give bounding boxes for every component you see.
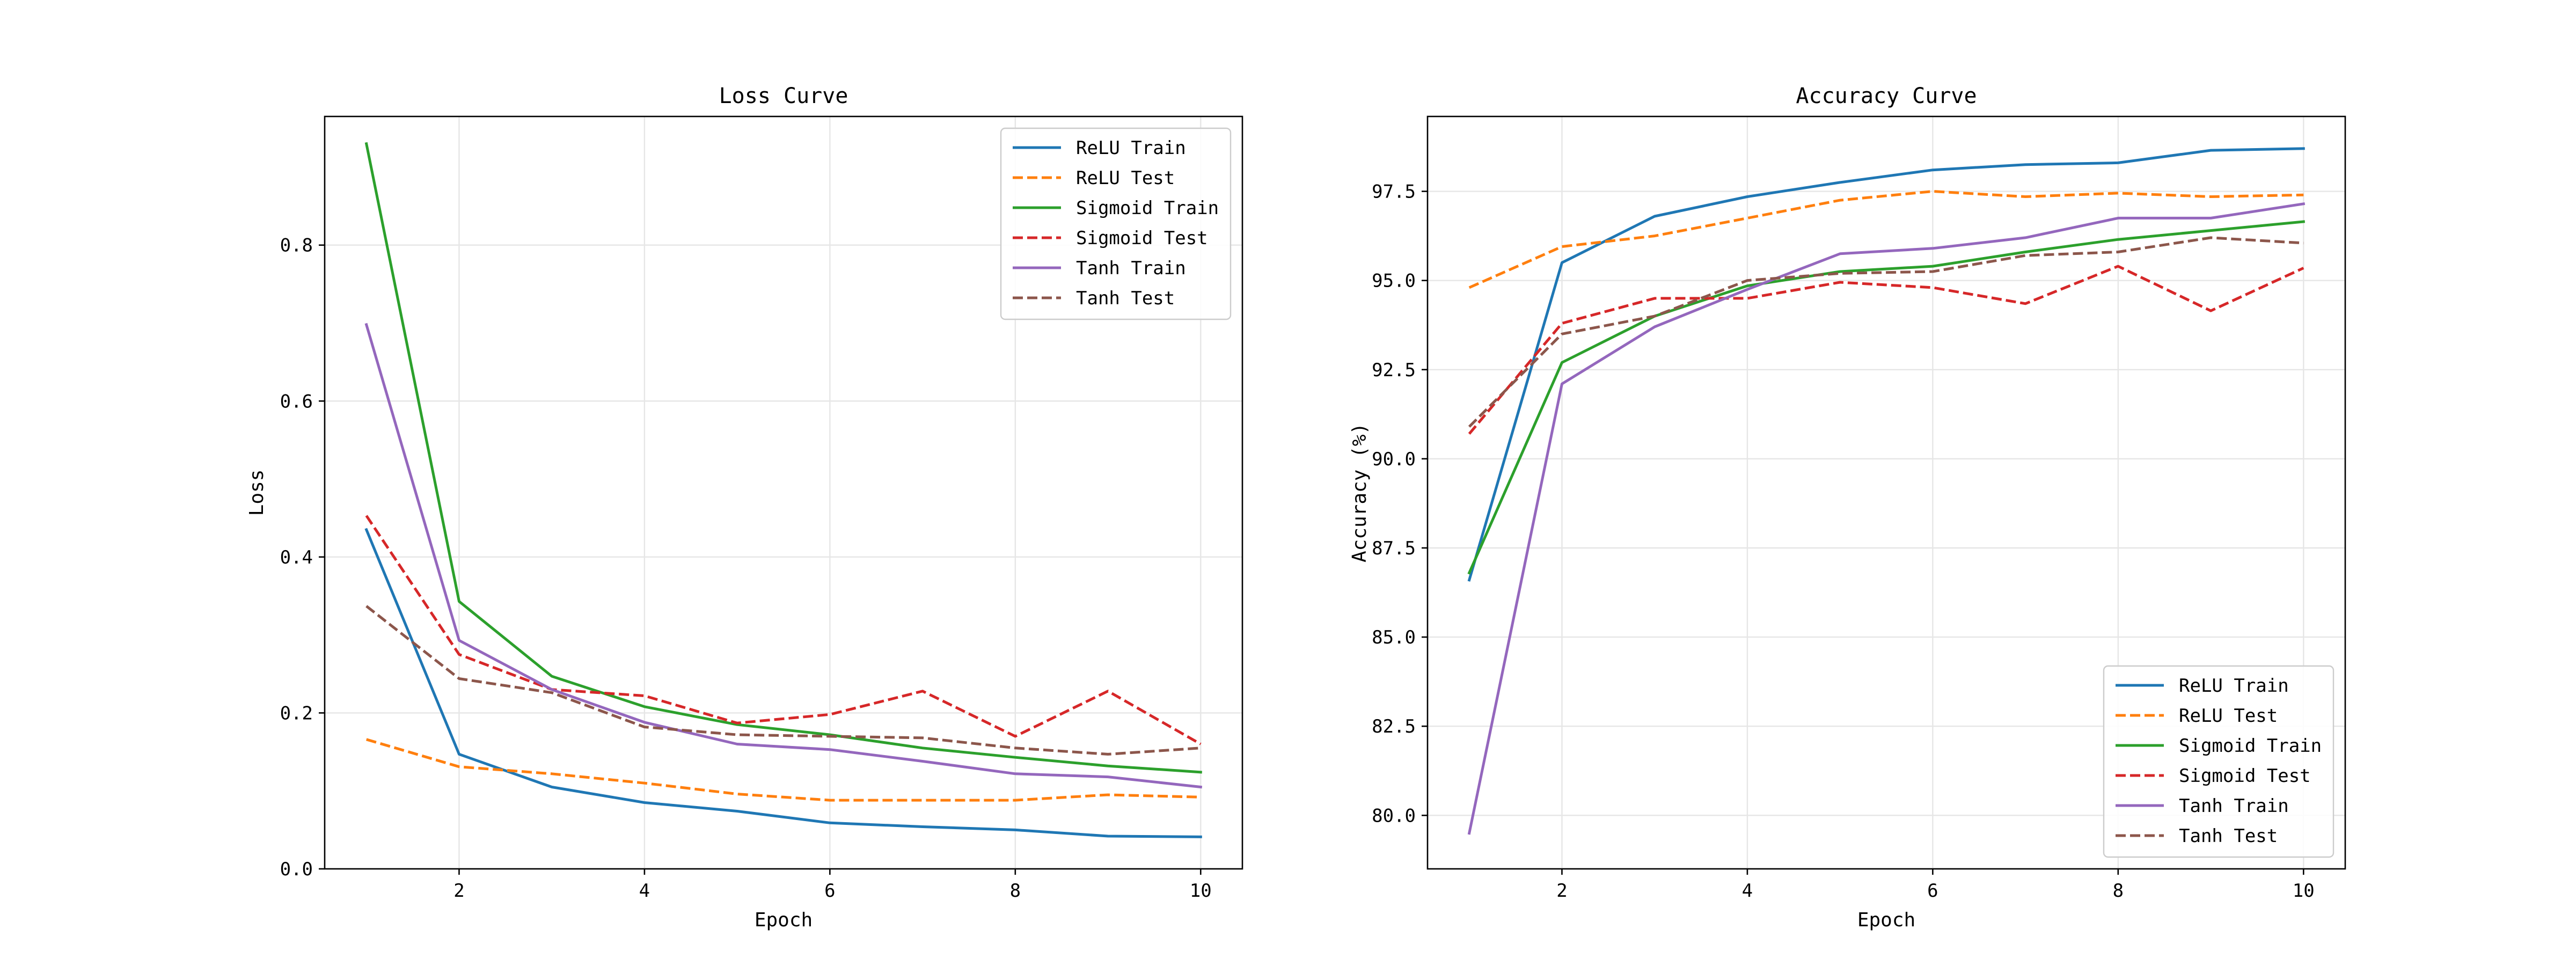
- accuracy-curve-y-ticks: 80.0 82.5 85.0 87.5 90.0 92.5 95.0 97.5: [1372, 181, 1428, 826]
- loss-curve-title: Loss Curve: [719, 84, 848, 108]
- accuracy-curve-legend-item-tanh-test: Tanh Test: [2116, 825, 2278, 847]
- accuracy-curve-y-tick-label-85: 85.0: [1372, 627, 1416, 648]
- accuracy-curve-legend-label-tanh-train: Tanh Train: [2179, 795, 2289, 817]
- accuracy-chart: 2 4 6 8 10 80.0 82.5 85.0 87.5 90.0 92.5 95.0 97.5 Ac…: [1349, 84, 2346, 931]
- loss-curve-x-tick-label-2: 2: [453, 880, 464, 902]
- loss-curve-legend-box: [1000, 127, 1232, 320]
- accuracy-curve-y-tick-label-97-5: 97.5: [1372, 181, 1416, 203]
- loss-curve-series-group: [364, 142, 1203, 838]
- loss-curve-x-axis-label: Epoch: [755, 909, 813, 931]
- accuracy-curve-y-tick-label-87-5: 87.5: [1372, 538, 1416, 559]
- loss-curve-y-axis-label: Loss: [246, 470, 268, 516]
- loss-curve-series-sigmoid-test: [365, 515, 1202, 745]
- loss-curve-y-tick-label-0: 0.0: [280, 859, 313, 880]
- loss-curve-y-tick-label-0-8: 0.8: [280, 235, 313, 257]
- accuracy-curve-series-tanh-train: [1467, 202, 2306, 835]
- loss-curve-legend-label-relu-train: ReLU Train: [1076, 137, 1186, 159]
- loss-curve-legend-label-sigmoid-train: Sigmoid Train: [1076, 197, 1219, 219]
- loss-curve-series-relu-train: [364, 528, 1202, 838]
- accuracy-curve-legend-item-sigmoid-test: Sigmoid Test: [2116, 765, 2311, 787]
- accuracy-curve-title: Accuracy Curve: [1796, 84, 1977, 108]
- loss-curve-legend-item-relu-train: ReLU Train: [1013, 137, 1186, 159]
- loss-curve-x-ticks: 2 4 6 8 10: [453, 869, 1212, 902]
- loss-curve-series-relu-test: [365, 738, 1201, 802]
- accuracy-curve-y-axis-label: Accuracy (%): [1349, 423, 1371, 562]
- accuracy-curve-legend: ReLU Train ReLU Test Sigmoid Train Sigmoid …: [2103, 665, 2334, 858]
- accuracy-curve-x-axis-label: Epoch: [1857, 909, 1915, 931]
- loss-chart: 2 4 6 8 10 0.0 0.2 0.4 0.6 0.8 Loss Curve Epoch Loss…: [246, 84, 1243, 931]
- accuracy-curve-legend-label-tanh-test: Tanh Test: [2179, 825, 2278, 847]
- loss-curve-x-tick-label-6: 6: [824, 880, 835, 902]
- accuracy-curve-series-sigmoid-train: [1467, 220, 2306, 575]
- accuracy-curve-x-tick-label-2: 2: [1556, 880, 1567, 902]
- accuracy-curve-y-tick-label-90: 90.0: [1372, 449, 1416, 470]
- accuracy-curve-legend-item-sigmoid-train: Sigmoid Train: [2116, 735, 2322, 757]
- loss-curve-y-tick-label-0-6: 0.6: [280, 391, 313, 412]
- loss-curve-y-tick-label-0-4: 0.4: [280, 547, 313, 568]
- accuracy-curve-axes-frame: [1426, 115, 2346, 870]
- accuracy-curve-y-tick-label-80: 80.0: [1372, 805, 1416, 826]
- accuracy-curve-series-tanh-test: [1468, 236, 2304, 428]
- loss-curve-legend-label-tanh-train: Tanh Train: [1076, 258, 1186, 279]
- loss-curve-axes-frame: [324, 115, 1243, 870]
- loss-curve-legend: ReLU Train ReLU Test Sigmoid Train Sigmoid …: [1000, 127, 1232, 320]
- loss-curve-legend-label-sigmoid-test: Sigmoid Test: [1076, 228, 1208, 249]
- accuracy-curve-x-tick-label-10: 10: [2293, 880, 2315, 902]
- accuracy-curve-x-ticks: 2 4 6 8 10: [1556, 869, 2315, 902]
- loss-curve-y-tick-label-0-2: 0.2: [280, 702, 313, 724]
- accuracy-curve-series-group: [1467, 147, 2306, 835]
- loss-curve-legend-label-tanh-test: Tanh Test: [1076, 288, 1175, 309]
- accuracy-curve-legend-label-sigmoid-train: Sigmoid Train: [2179, 735, 2322, 757]
- accuracy-curve-legend-label-relu-test: ReLU Test: [2179, 705, 2278, 727]
- accuracy-curve-y-tick-label-92-5: 92.5: [1372, 360, 1416, 381]
- accuracy-curve-legend-item-relu-train: ReLU Train: [2116, 675, 2289, 697]
- loss-curve-series-tanh-train: [364, 323, 1203, 789]
- accuracy-curve-legend-label-sigmoid-test: Sigmoid Test: [2179, 765, 2311, 787]
- accuracy-curve-x-tick-label-8: 8: [2113, 880, 2124, 902]
- accuracy-curve-x-tick-label-4: 4: [1742, 880, 1753, 902]
- loss-curve-legend-item-tanh-test: Tanh Test: [1013, 288, 1175, 309]
- accuracy-curve-series-sigmoid-test: [1468, 265, 2304, 435]
- loss-curve-legend-label-relu-test: ReLU Test: [1076, 167, 1175, 189]
- loss-curve-series-tanh-test: [365, 605, 1201, 756]
- accuracy-curve-legend-label-relu-train: ReLU Train: [2179, 675, 2289, 697]
- accuracy-curve-legend-box: [2103, 665, 2334, 858]
- loss-curve-x-tick-label-10: 10: [1190, 880, 1212, 902]
- loss-curve-y-ticks: 0.0 0.2 0.4 0.6 0.8: [280, 235, 325, 880]
- accuracy-curve-series-relu-test: [1468, 190, 2304, 289]
- accuracy-curve-legend-item-tanh-train: Tanh Train: [2116, 795, 2289, 817]
- accuracy-curve-x-tick-label-6: 6: [1927, 880, 1938, 902]
- loss-curve-x-tick-label-8: 8: [1010, 880, 1021, 902]
- loss-curve-legend-item-sigmoid-train: Sigmoid Train: [1013, 197, 1219, 219]
- accuracy-curve-legend-item-relu-test: ReLU Test: [2116, 705, 2278, 727]
- loss-curve-series-sigmoid-train: [364, 142, 1202, 774]
- accuracy-curve-series-relu-train: [1467, 147, 2305, 582]
- loss-curve-legend-item-relu-test: ReLU Test: [1013, 167, 1175, 189]
- accuracy-curve-y-tick-label-82-5: 82.5: [1372, 716, 1416, 737]
- loss-curve-legend-item-tanh-train: Tanh Train: [1013, 258, 1186, 279]
- loss-curve-legend-item-sigmoid-test: Sigmoid Test: [1013, 228, 1208, 249]
- accuracy-curve-y-tick-label-95: 95.0: [1372, 270, 1416, 292]
- loss-curve-x-tick-label-4: 4: [639, 880, 650, 902]
